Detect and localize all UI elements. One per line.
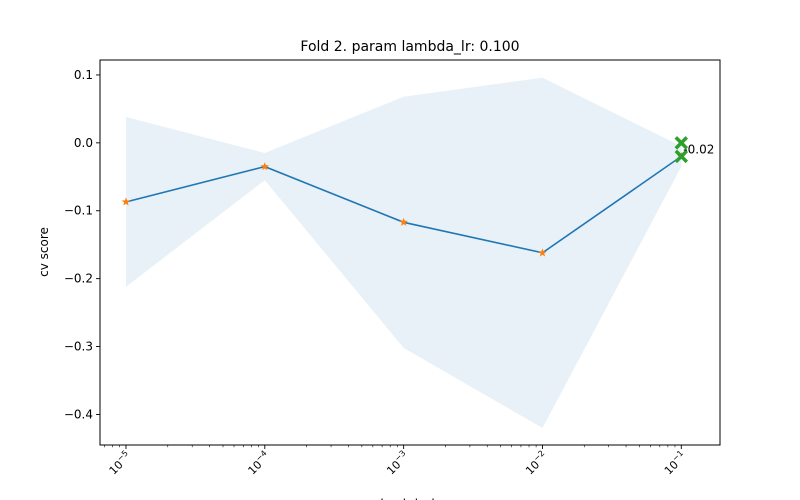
y-tick-label: −0.1 [64,204,93,218]
chart-title: Fold 2. param lambda_lr: 0.100 [300,39,519,55]
y-tick-label: −0.3 [64,340,93,354]
best-score-annotation: -0.02 [683,142,714,156]
y-tick-label: 0.0 [74,136,93,150]
best-score-marker [674,149,689,164]
y-tick-label: −0.2 [64,272,93,286]
best-marker-stroke [674,149,689,164]
data-point-marker [260,162,270,171]
y-tick-layer: 0.1 0.0 −0.1 −0.2 −0.3 −0.4 [64,68,100,421]
plot-frame [99,59,721,446]
data-point-marker [538,248,547,257]
best-marker-stroke [674,136,689,150]
best-score-layer: -0.02 [674,136,714,164]
data-point-marker [399,217,408,226]
best-score-marker [674,136,689,150]
data-point-marker [121,197,131,206]
x-axis-label: lambda_lr [380,497,439,500]
y-tick-label: −0.4 [64,407,93,421]
y-tick-label: 0.1 [74,68,93,82]
y-axis-label: cv score [37,227,51,277]
